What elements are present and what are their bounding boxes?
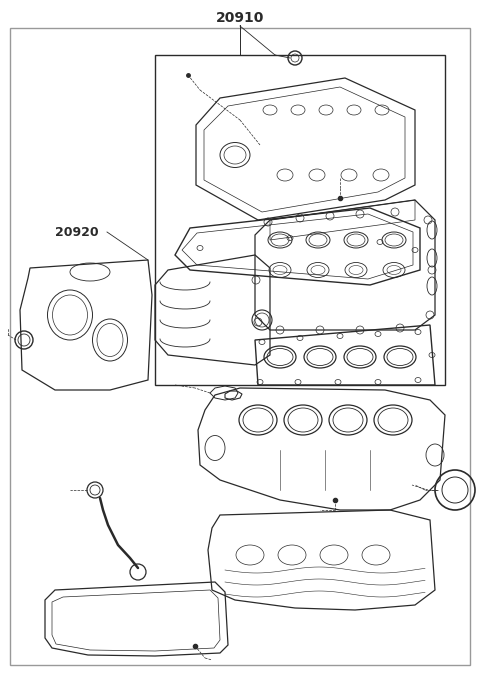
Text: 20920: 20920 [55,226,98,239]
Text: 20910: 20910 [216,11,264,25]
Bar [155,55,445,385]
